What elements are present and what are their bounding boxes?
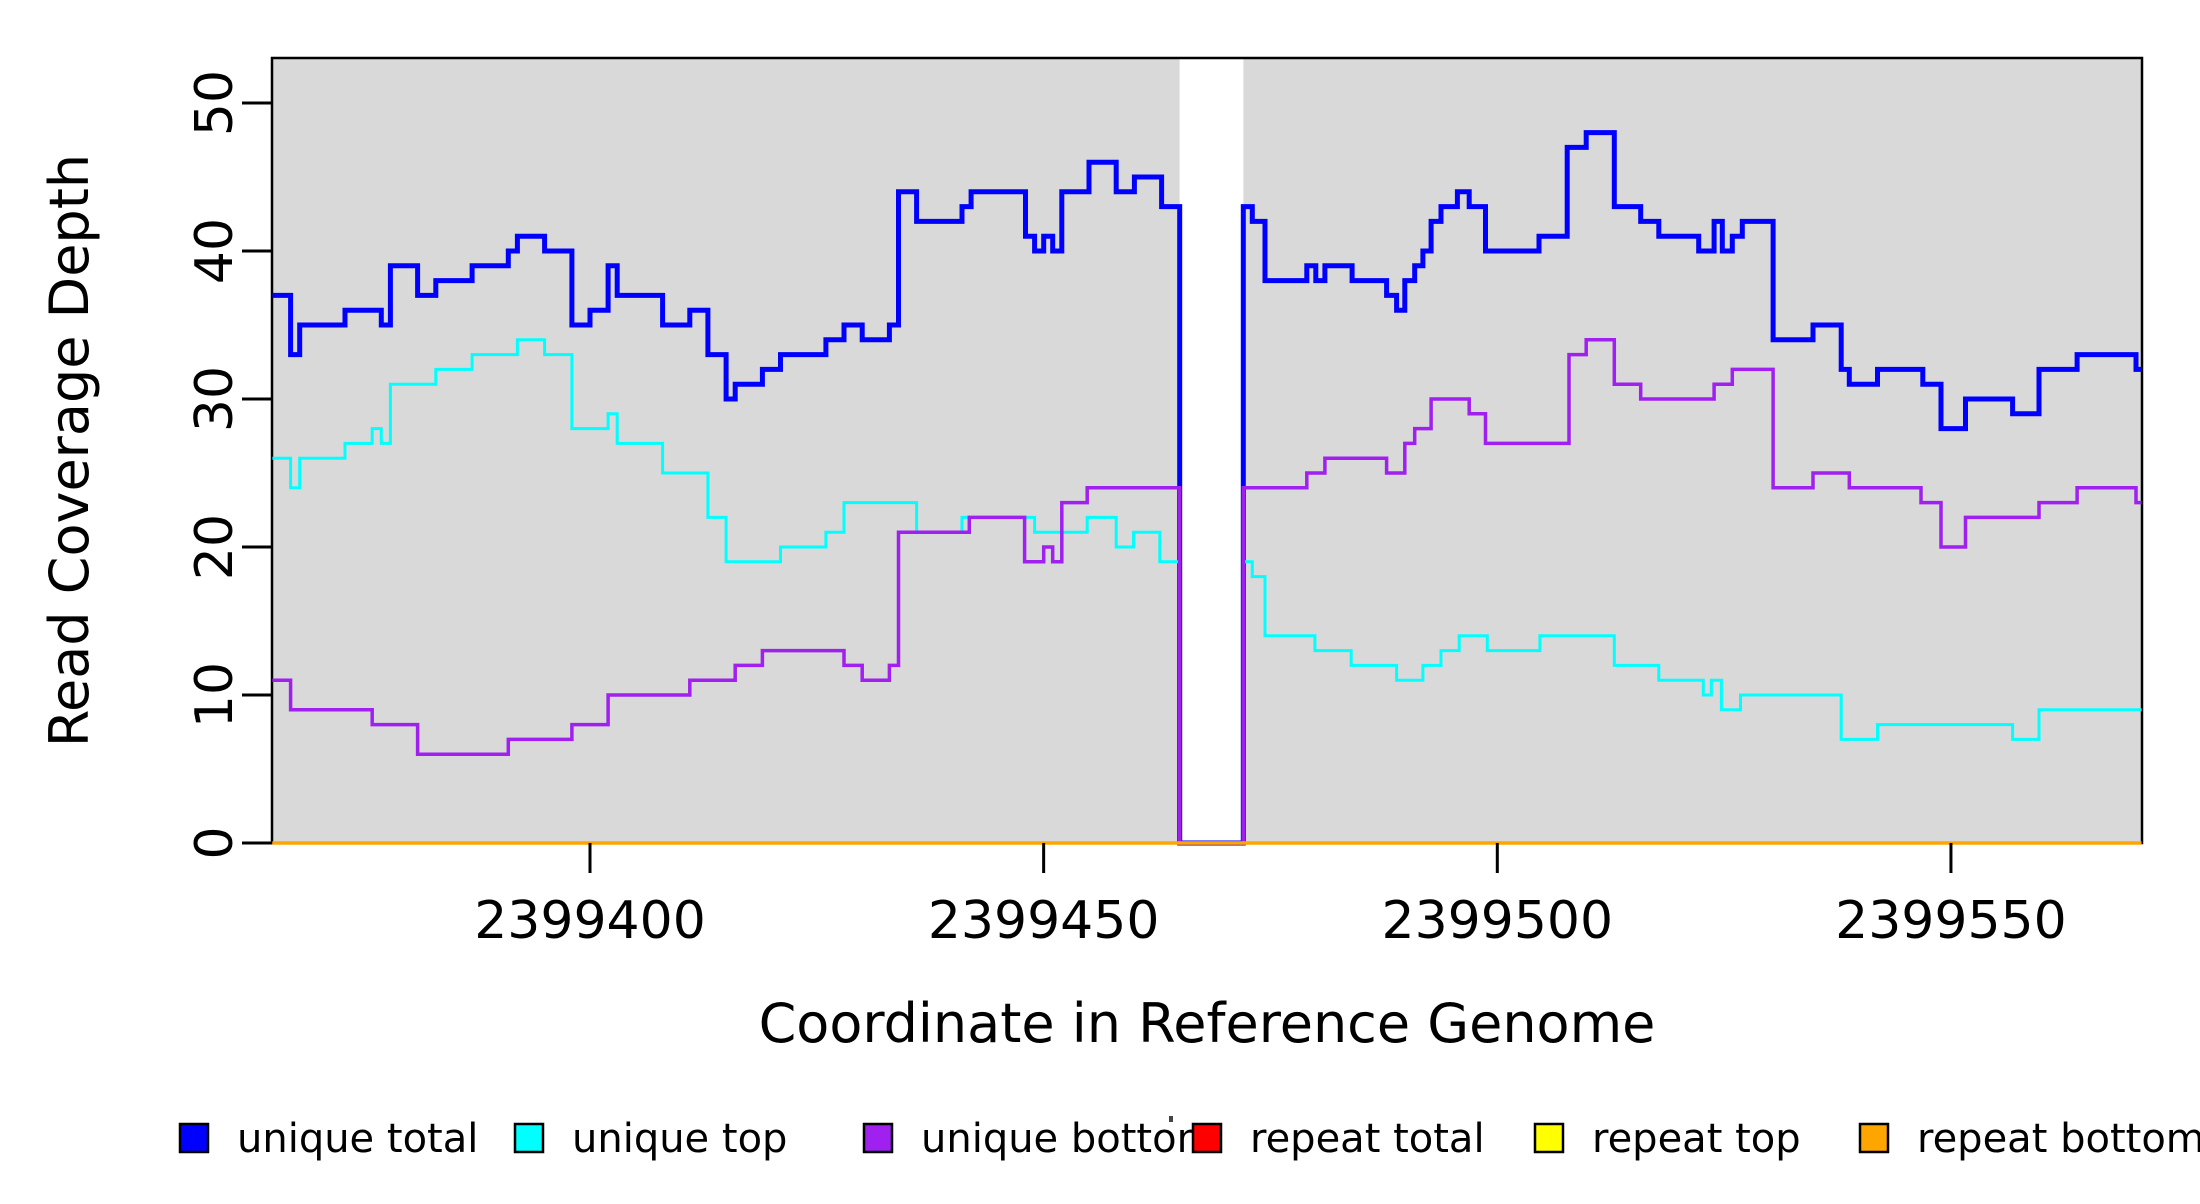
legend-swatch-unique-bottom bbox=[862, 1122, 894, 1154]
legend-label: repeat top bbox=[1592, 1116, 1801, 1162]
legend-label: repeat total bbox=[1250, 1116, 1485, 1162]
x-tick-label: 2399400 bbox=[474, 891, 706, 951]
x-tick-label: 2399450 bbox=[928, 891, 1160, 951]
panel-background-left bbox=[272, 58, 1180, 843]
legend-swatch-repeat-total bbox=[1191, 1122, 1223, 1154]
stray-mark bbox=[1169, 1116, 1173, 1122]
y-tick-label: 20 bbox=[185, 514, 245, 580]
legend-label: unique total bbox=[237, 1116, 478, 1162]
legend-swatch-unique-top bbox=[513, 1122, 545, 1154]
x-tick-label: 2399500 bbox=[1382, 891, 1614, 951]
x-tick-label: 2399550 bbox=[1835, 891, 2067, 951]
legend-label: repeat bottom bbox=[1917, 1116, 2200, 1162]
y-tick-label: 30 bbox=[185, 366, 245, 432]
x-axis-title: Coordinate in Reference Genome bbox=[759, 992, 1656, 1055]
legend-label: unique bottom bbox=[921, 1116, 1216, 1162]
legend-swatch-repeat-top bbox=[1533, 1122, 1565, 1154]
legend-swatch-repeat-bottom bbox=[1858, 1122, 1890, 1154]
y-tick-label: 40 bbox=[185, 218, 245, 284]
coverage-gap-band bbox=[1179, 58, 1244, 843]
panel-background-right bbox=[1243, 58, 2142, 843]
y-tick-label: 50 bbox=[185, 70, 245, 136]
y-tick-label: 10 bbox=[185, 662, 245, 728]
y-tick-label: 0 bbox=[185, 826, 245, 859]
series-unique-top bbox=[272, 338, 2142, 845]
y-axis-title: Read Coverage Depth bbox=[38, 154, 101, 747]
series-unique-bottom bbox=[272, 338, 2142, 845]
legend-swatch-unique-total bbox=[178, 1122, 210, 1154]
legend-label: unique top bbox=[572, 1116, 787, 1162]
